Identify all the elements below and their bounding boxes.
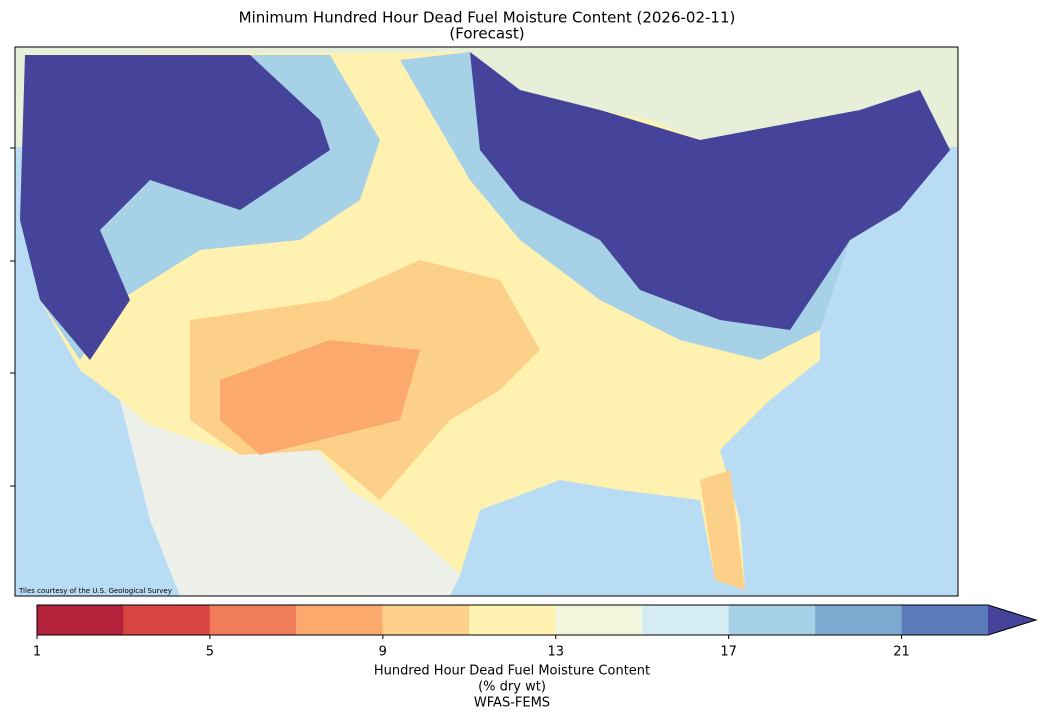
colorbar-segment [382, 605, 470, 635]
colorbar-segment [296, 605, 383, 635]
attribution: Tiles courtesy of the U.S. Geological Su… [18, 587, 172, 595]
colorbar-segment [901, 605, 988, 635]
region-southwest-driest [220, 340, 420, 455]
colorbar-segment [555, 605, 643, 635]
colorbar-outline [36, 604, 1038, 636]
map-title: Minimum Hundred Hour Dead Fuel Moisture … [239, 9, 736, 27]
colorbar-label: (% dry wt) [478, 680, 546, 695]
colorbar-segment [642, 605, 729, 635]
colorbar-segment [469, 605, 556, 635]
colorbar-segment [209, 605, 297, 635]
map-ticks [10, 147, 15, 487]
colorbar-segment [728, 605, 816, 635]
region-northwest-wet [20, 55, 330, 360]
colorbar-label: Hundred Hour Dead Fuel Moisture Content [374, 664, 650, 679]
colorbar-segment [37, 605, 124, 635]
region-northeast-wet [470, 52, 950, 330]
colorbar-tick-label: 21 [893, 645, 910, 660]
map: Tiles courtesy of the U.S. Geological Su… [10, 46, 959, 597]
colorbar-tick-label: 9 [379, 645, 387, 660]
map-subtitle: (Forecast) [449, 25, 524, 43]
colorbar-tick-label: 13 [547, 645, 564, 660]
colorbar-tick-label: 1 [33, 645, 41, 660]
region-florida-dry [700, 470, 745, 590]
colorbar: 1 5 9 13 17 21 Hundred Hour Dead Fuel Moisture… [33, 604, 1038, 711]
map-frame [14, 46, 959, 597]
colorbar-segment [123, 605, 210, 635]
colorbar-label: WFAS-FEMS [474, 696, 550, 711]
colorbar-extend [988, 605, 1036, 635]
colorbar-segment [815, 605, 902, 635]
colorbar-tick-label: 17 [720, 645, 737, 660]
mexico [120, 400, 460, 596]
colorbar-tick-label: 5 [206, 645, 214, 660]
